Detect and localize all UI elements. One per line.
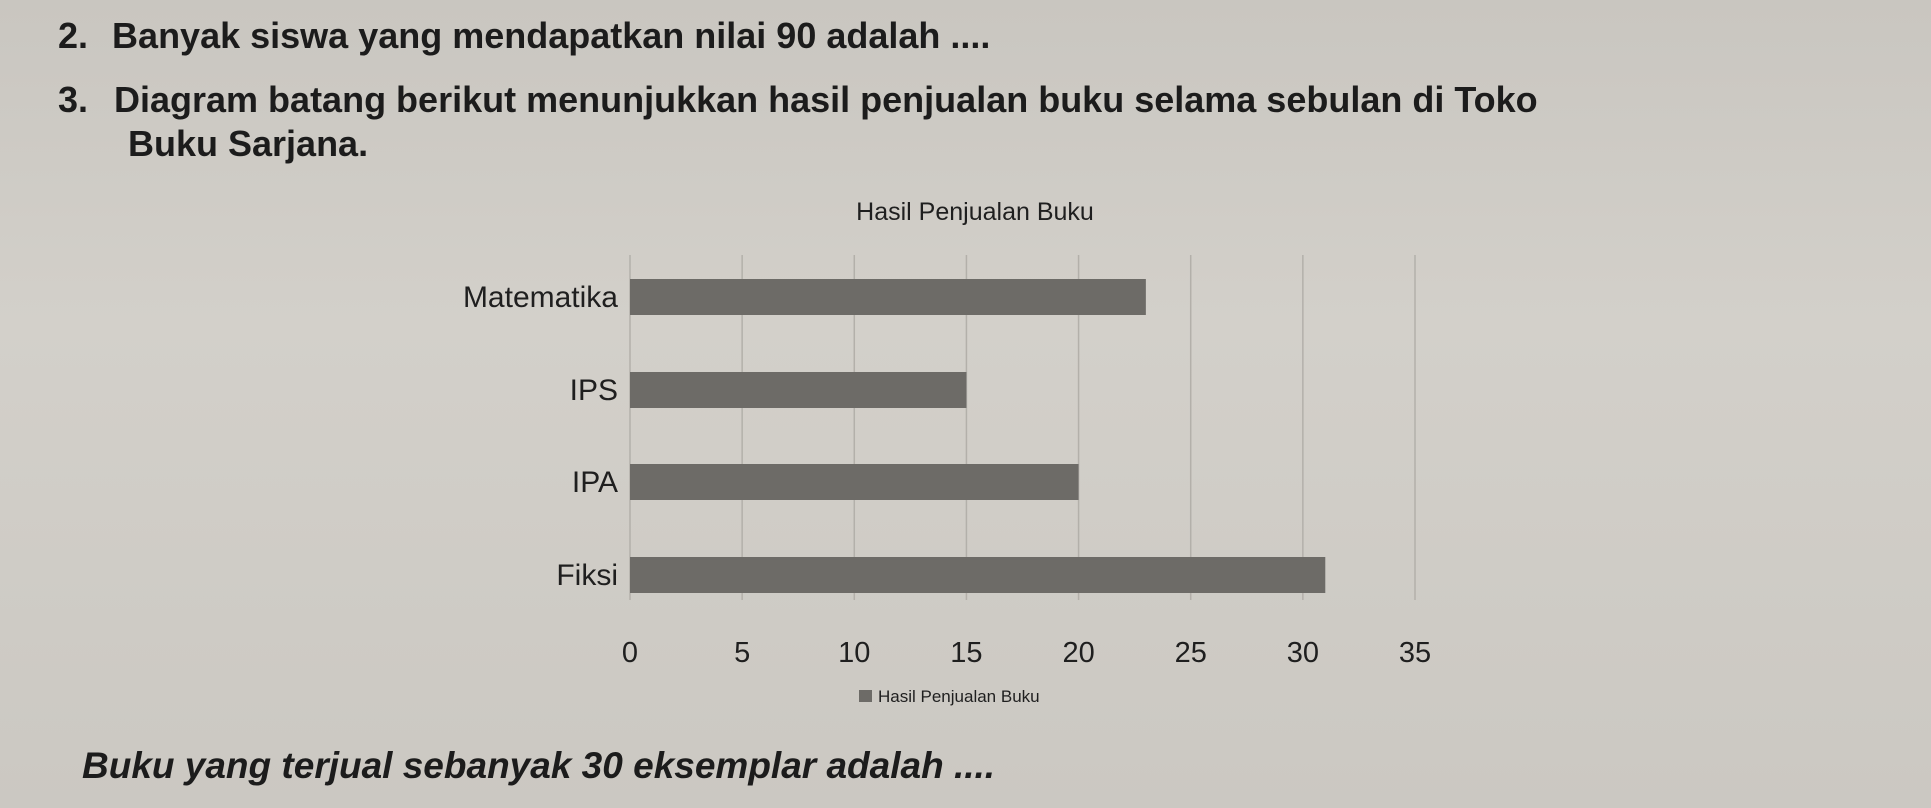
tick-label-25: 25 bbox=[1175, 637, 1207, 669]
question-2-number: 2. bbox=[58, 15, 89, 56]
tick-label-30: 30 bbox=[1287, 637, 1319, 669]
tick-label-10: 10 bbox=[838, 637, 870, 669]
chart-title: Hasil Penjualan Buku bbox=[856, 198, 1094, 226]
question-2-text: Banyak siswa yang mendapatkan nilai 90 a… bbox=[112, 15, 991, 56]
category-labels: Matematika IPS IPA Fiksi bbox=[463, 281, 618, 592]
tick-labels: 0 5 10 15 20 25 30 35 bbox=[622, 637, 1431, 669]
chart-legend: Hasil Penjualan Buku bbox=[859, 687, 1040, 706]
question-3-line-2: Buku Sarjana. bbox=[128, 123, 369, 164]
bar-matematika bbox=[630, 279, 1146, 315]
bar-ips bbox=[630, 372, 967, 408]
tick-label-20: 20 bbox=[1062, 637, 1094, 669]
bar-ipa bbox=[630, 464, 1079, 500]
category-label-ips: IPS bbox=[570, 374, 618, 407]
question-3-prompt: Buku yang terjual sebanyak 30 eksemplar … bbox=[82, 745, 996, 786]
category-label-fiksi: Fiksi bbox=[556, 559, 618, 592]
tick-label-0: 0 bbox=[622, 637, 638, 669]
question-3-line-1: Diagram batang berikut menunjukkan hasil… bbox=[114, 79, 1538, 120]
bar-fiksi bbox=[630, 557, 1326, 593]
question-2: 2. Banyak siswa yang mendapatkan nilai 9… bbox=[58, 14, 990, 58]
question-3: 3. Diagram batang berikut menunjukkan has… bbox=[58, 78, 1808, 166]
tick-label-5: 5 bbox=[734, 637, 750, 669]
legend-swatch bbox=[859, 690, 872, 702]
chart-bars bbox=[630, 279, 1326, 593]
legend-label: Hasil Penjualan Buku bbox=[878, 687, 1040, 706]
category-label-ipa: IPA bbox=[572, 466, 618, 499]
tick-label-15: 15 bbox=[950, 637, 982, 669]
tick-label-35: 35 bbox=[1399, 637, 1431, 669]
category-label-matematika: Matematika bbox=[463, 281, 618, 314]
question-3-number: 3. bbox=[58, 79, 89, 120]
